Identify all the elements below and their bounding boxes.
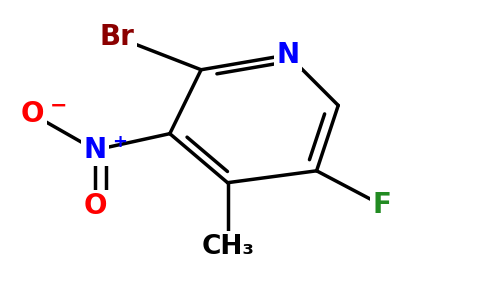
Text: O: O	[83, 193, 107, 220]
Text: +: +	[112, 133, 127, 151]
Text: N: N	[276, 41, 299, 69]
Text: −: −	[49, 96, 67, 116]
Text: CH₃: CH₃	[201, 234, 254, 260]
Text: O: O	[21, 100, 45, 128]
Text: N: N	[84, 136, 107, 164]
Text: Br: Br	[99, 23, 135, 51]
Text: F: F	[372, 191, 391, 219]
